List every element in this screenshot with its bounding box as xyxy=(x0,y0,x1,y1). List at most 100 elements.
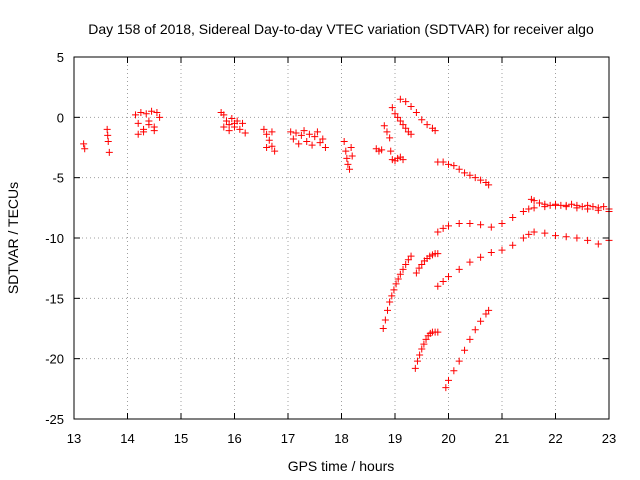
data-point xyxy=(81,145,89,153)
data-point xyxy=(584,201,592,209)
data-point xyxy=(434,250,442,258)
axes: 13 14 15 16 17 18 19 20 21 22 23 5 0 -5 -10 -15 -20 -25 xyxy=(45,50,616,446)
data-point xyxy=(498,246,506,254)
data-point xyxy=(383,128,391,136)
data-point xyxy=(396,270,404,278)
x-axis-label: GPS time / hours xyxy=(288,458,395,474)
data-point xyxy=(416,351,424,359)
data-point xyxy=(509,213,517,221)
data-point xyxy=(220,111,228,119)
data-point xyxy=(392,280,400,288)
data-point xyxy=(134,130,142,138)
data-point xyxy=(434,228,442,236)
data-point xyxy=(584,236,592,244)
grid-lines xyxy=(74,57,609,419)
data-point xyxy=(418,116,426,124)
data-point xyxy=(220,123,228,131)
data-point xyxy=(445,222,452,230)
y-tick-label--10: -10 xyxy=(45,231,64,246)
data-point xyxy=(461,346,469,354)
x-tick-label-14: 14 xyxy=(120,431,134,446)
data-point xyxy=(578,203,586,211)
series-segment-1 xyxy=(80,125,113,156)
series-segment-15 xyxy=(434,228,613,290)
data-point xyxy=(387,147,395,155)
data-point xyxy=(386,298,394,306)
data-point xyxy=(394,113,402,121)
data-point xyxy=(525,230,533,238)
data-point xyxy=(445,273,452,281)
series-segment-5 xyxy=(287,127,329,151)
data-point xyxy=(418,345,426,353)
data-point xyxy=(153,109,161,117)
x-tick-label-16: 16 xyxy=(227,431,241,446)
data-point xyxy=(396,117,404,125)
x-tick-label-23: 23 xyxy=(602,431,616,446)
data-point xyxy=(399,121,407,129)
data-point xyxy=(308,141,316,149)
x-tick-label-21: 21 xyxy=(495,431,509,446)
data-point xyxy=(222,117,230,125)
y-tick-label--5: -5 xyxy=(52,171,64,186)
data-point xyxy=(402,261,410,269)
data-point xyxy=(530,204,538,212)
data-point xyxy=(378,146,386,154)
data-point xyxy=(404,256,412,264)
data-point xyxy=(399,156,407,164)
data-point xyxy=(412,109,420,117)
data-point xyxy=(573,201,581,209)
series-segment-4 xyxy=(260,125,279,155)
data-point xyxy=(260,125,268,133)
series-segment-6 xyxy=(340,137,356,173)
x-tick-label-13: 13 xyxy=(67,431,81,446)
data-point xyxy=(311,133,319,141)
data-point xyxy=(134,119,142,127)
data-point xyxy=(450,162,458,170)
data-point xyxy=(439,277,447,285)
data-point xyxy=(344,160,352,168)
x-tick-label-22: 22 xyxy=(548,431,562,446)
data-point xyxy=(431,127,439,135)
data-point xyxy=(439,224,447,232)
data-point xyxy=(461,169,469,177)
x-tick-label-15: 15 xyxy=(174,431,188,446)
data-point xyxy=(300,127,308,135)
data-marks xyxy=(80,95,613,392)
data-point xyxy=(104,137,112,145)
data-point xyxy=(485,181,493,189)
data-point xyxy=(402,98,410,106)
data-point xyxy=(145,121,153,129)
data-point xyxy=(412,269,420,277)
data-point xyxy=(379,325,387,332)
data-point xyxy=(80,140,88,148)
data-point xyxy=(268,142,276,150)
data-point xyxy=(343,154,351,162)
data-point xyxy=(482,310,490,318)
data-point xyxy=(391,110,399,118)
data-point xyxy=(388,104,396,112)
data-point xyxy=(407,252,415,260)
data-point xyxy=(342,147,350,155)
data-point xyxy=(434,282,442,290)
data-point xyxy=(225,127,233,135)
data-point xyxy=(142,110,150,118)
data-point xyxy=(455,165,463,173)
data-point xyxy=(239,119,247,127)
data-point xyxy=(594,204,602,212)
data-point xyxy=(413,357,421,365)
data-point xyxy=(295,140,303,148)
data-point xyxy=(485,306,493,314)
data-point xyxy=(271,147,279,155)
data-point xyxy=(380,122,388,130)
data-point xyxy=(297,131,305,139)
series-segment-10 xyxy=(379,252,415,332)
y-tick-label--15: -15 xyxy=(45,291,64,306)
data-point xyxy=(455,357,463,365)
data-point xyxy=(519,234,527,242)
data-point xyxy=(589,203,597,211)
data-point xyxy=(150,127,158,135)
data-point xyxy=(340,137,348,145)
data-point xyxy=(535,199,543,207)
data-point xyxy=(471,326,479,334)
data-point xyxy=(103,125,111,133)
